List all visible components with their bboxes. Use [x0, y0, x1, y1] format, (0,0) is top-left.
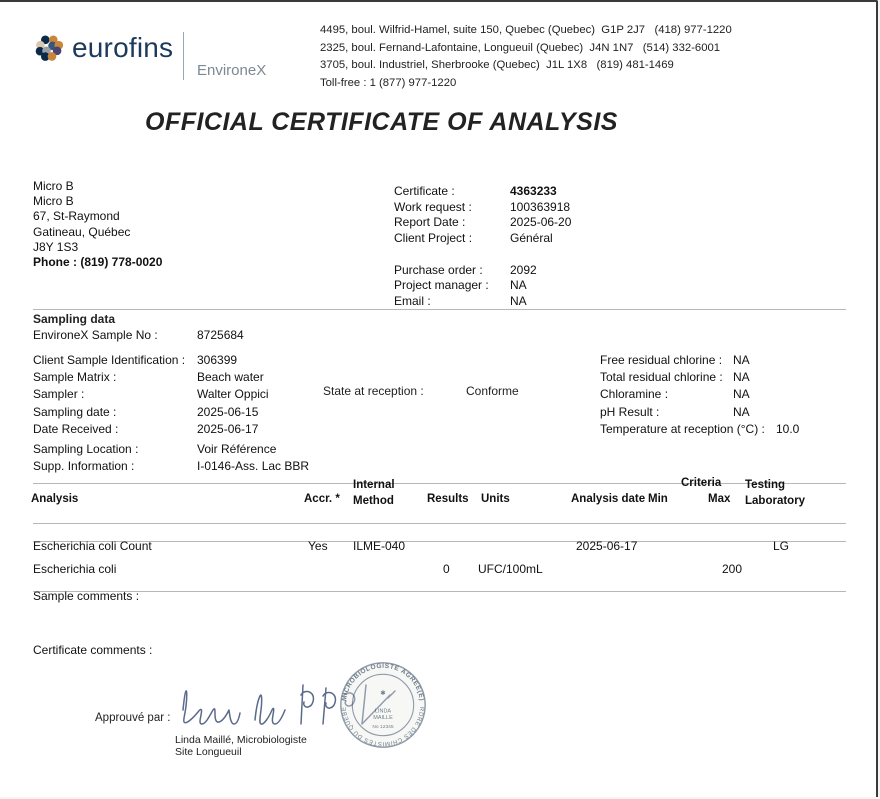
svg-text:No 12345: No 12345	[372, 724, 394, 730]
svg-text:✱: ✱	[380, 689, 386, 697]
svg-text:LINDA: LINDA	[375, 709, 391, 715]
svg-text:MAILLE: MAILLE	[373, 715, 393, 721]
